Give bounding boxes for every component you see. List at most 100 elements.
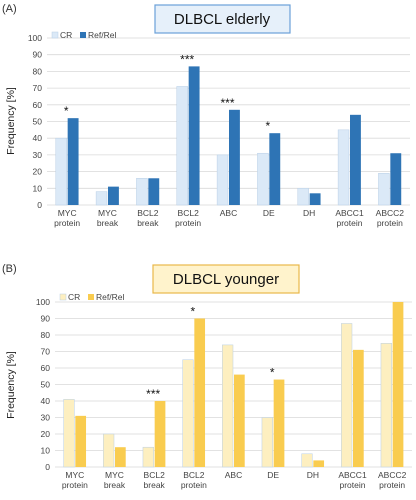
legend-label: Ref/Rel [96, 292, 124, 302]
bar-ref-rel-9 [390, 153, 402, 205]
bar-cr-1 [55, 137, 67, 206]
title-box [152, 264, 300, 294]
x-category-label-line: MYC [98, 208, 117, 218]
y-tick-label: 100 [36, 297, 50, 307]
bar-ref-rel-8 [350, 114, 361, 205]
bar-ref-rel-8 [353, 349, 364, 467]
y-tick-label: 50 [41, 380, 51, 390]
significance-annotation: * [265, 119, 270, 133]
x-category-label: DE [267, 470, 279, 480]
legend-swatch [80, 32, 86, 38]
y-tick-label: 60 [41, 363, 51, 373]
x-category-label-line: ABCC2 [376, 208, 405, 218]
y-tick-label: 20 [41, 429, 51, 439]
x-category-label-line: MYC [58, 208, 77, 218]
bar-cr-8 [341, 323, 353, 468]
bar-ref-rel-5 [234, 374, 245, 467]
y-tick-label: 70 [33, 83, 43, 93]
legend-swatch [88, 294, 94, 300]
bar-cr-8 [337, 129, 350, 206]
x-category-label-line: protein [175, 218, 201, 228]
bar-cr-2 [103, 433, 115, 468]
bar-ref-rel-6 [269, 133, 281, 205]
x-category-label: MYC break [104, 470, 126, 490]
y-tick-label: 40 [41, 396, 51, 406]
title-box [154, 4, 291, 34]
x-category-label-line: BCL2 [137, 208, 159, 218]
legend-swatch [59, 293, 67, 301]
x-category-label-line: ABCC1 [335, 208, 364, 218]
panel-label: (A) [2, 3, 17, 15]
x-category-label-line: ABCC1 [338, 470, 367, 480]
x-category-label: MYC protein [62, 470, 88, 490]
x-category-label: ABCC1 protein [335, 208, 364, 228]
chart-title: DLBCL younger [173, 271, 279, 288]
bar-ref-rel-2 [108, 186, 119, 205]
y-tick-label: 10 [41, 446, 51, 456]
y-tick-label: 10 [33, 183, 43, 193]
x-category-label-line: protein [337, 218, 363, 228]
y-axis-label: Frequency [%] [5, 87, 17, 155]
x-category-label: ABC [220, 208, 237, 218]
x-category-label-line: ABC [225, 470, 242, 480]
bar-ref-rel-6 [273, 379, 285, 467]
significance-annotation: * [64, 104, 69, 118]
x-category-label-line: protein [379, 480, 405, 490]
significance-annotation: *** [146, 387, 160, 401]
x-category-label-line: MYC [65, 470, 84, 480]
x-category-label: MYC break [97, 208, 119, 228]
x-category-label: BCL2 protein [181, 470, 207, 490]
x-category-label-line: DH [307, 470, 319, 480]
y-axis-label: Frequency [%] [5, 351, 17, 419]
x-category-label-line: protein [181, 480, 207, 490]
bar-cr-5 [216, 154, 229, 206]
x-category-label: DE [263, 208, 275, 218]
bar-cr-4 [176, 86, 188, 206]
x-category-label: MYC protein [54, 208, 80, 228]
x-category-label-line: break [104, 480, 126, 490]
bar-ref-rel-1 [75, 415, 87, 467]
bar-cr-4 [182, 359, 194, 468]
y-tick-label: 0 [37, 200, 42, 210]
bar-ref-rel-3 [148, 178, 160, 205]
x-category-label-line: DE [267, 470, 279, 480]
x-category-label: BCL2 break [144, 470, 166, 490]
x-category-label-line: BCL2 [183, 470, 205, 480]
bar-ref-rel-2 [115, 447, 126, 467]
bar-cr-2 [95, 191, 108, 206]
x-category-label-line: protein [340, 480, 366, 490]
bar-cr-6 [257, 152, 269, 206]
y-tick-label: 50 [33, 117, 43, 127]
significance-annotation: *** [180, 52, 194, 66]
y-tick-label: 90 [33, 50, 43, 60]
legend-label: Ref/Rel [88, 30, 116, 40]
x-category-label-line: break [144, 480, 166, 490]
chart-title: DLBCL elderly [174, 11, 271, 28]
panel-label: (B) [2, 263, 17, 275]
legend-label: CR [60, 30, 72, 40]
legend-label: CR [68, 292, 80, 302]
legend-swatch [51, 31, 59, 39]
x-category-label: ABCC1 protein [338, 470, 367, 490]
y-tick-label: 70 [41, 347, 51, 357]
x-category-label: DH [307, 470, 319, 480]
bar-ref-rel-5 [229, 109, 240, 205]
y-tick-label: 90 [41, 314, 51, 324]
y-tick-label: 30 [41, 413, 51, 423]
x-category-label-line: BCL2 [178, 208, 200, 218]
bar-ref-rel-7 [313, 460, 325, 467]
y-tick-label: 0 [45, 462, 50, 472]
x-category-label-line: protein [377, 218, 403, 228]
bar-ref-rel-3 [154, 401, 166, 467]
chart-panel-2: (B) DLBCL younger Frequency [%] 0 10 20 30 40 50… [2, 263, 412, 490]
bar-ref-rel-7 [309, 193, 321, 205]
x-category-label: ABCC2 protein [376, 208, 405, 228]
x-category-label-line: protein [54, 218, 80, 228]
x-category-label-line: break [97, 218, 119, 228]
y-tick-label: 100 [28, 33, 42, 43]
x-category-label-line: DH [303, 208, 315, 218]
x-category-label-line: ABC [220, 208, 237, 218]
bar-cr-9 [380, 343, 392, 468]
y-tick-label: 80 [41, 330, 51, 340]
